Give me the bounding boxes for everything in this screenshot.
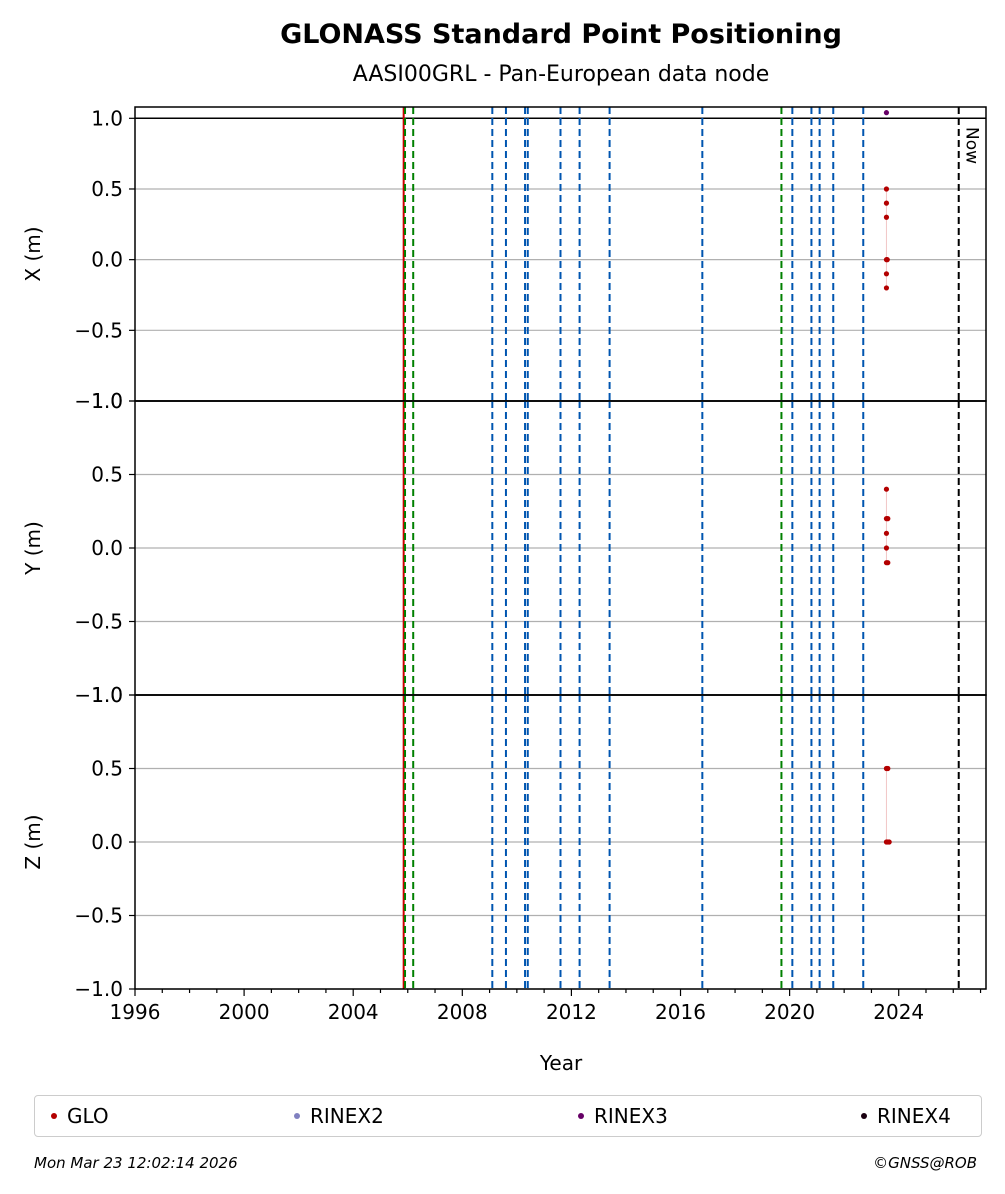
legend-marker-rinex4 (861, 1113, 867, 1119)
data-point-glo (883, 486, 890, 492)
data-point-glo (883, 200, 890, 206)
x-tick-label: 1996 (110, 1000, 161, 1024)
panel-3: 1.0 0.5 0.0 −0.5 −1.0 Z (m) (21, 683, 987, 1001)
data-point-glo (883, 214, 890, 220)
legend-item-rinex2: RINEX2 (294, 1096, 384, 1136)
legend-label-rinex3: RINEX3 (594, 1104, 668, 1128)
data-point-glo (883, 186, 890, 192)
y-tick-label: −1.0 (74, 683, 123, 707)
chart: GLONASS Standard Point Positioning AASI0… (21, 19, 987, 1075)
y-tick-label: 0.0 (91, 830, 123, 854)
x-tick-label: 2020 (764, 1000, 815, 1024)
x-tick-label: 2016 (655, 1000, 706, 1024)
data-point-glo (883, 285, 890, 291)
y-tick-label: −1.0 (74, 977, 123, 1001)
legend: GLO RINEX2 RINEX3 RINEX4 (34, 1095, 982, 1137)
chart-subtitle: AASI00GRL - Pan-European data node (353, 62, 770, 87)
legend-label-glo: GLO (67, 1104, 109, 1128)
y-tick-label: −0.5 (74, 610, 123, 634)
y-tick-label: 0.0 (91, 248, 123, 272)
footer-timestamp: Mon Mar 23 12:02:14 2026 (34, 1154, 238, 1172)
y-axis-label: Y (m) (21, 521, 45, 576)
y-tick-label: −0.5 (74, 318, 123, 342)
legend-label-rinex2: RINEX2 (310, 1104, 384, 1128)
x-tick-label: 2024 (873, 1000, 924, 1024)
data-point-rinex3 (883, 110, 890, 116)
y-tick-label: −0.5 (74, 904, 123, 928)
y-tick-label: −1.0 (74, 389, 123, 413)
data-point-glo (885, 516, 891, 522)
legend-item-glo: GLO (51, 1096, 109, 1136)
x-tick-label: 2000 (219, 1000, 270, 1024)
legend-item-rinex3: RINEX3 (578, 1096, 668, 1136)
data-point-glo (886, 839, 892, 845)
legend-marker-rinex3 (578, 1113, 584, 1119)
x-tick-label: 2012 (546, 1000, 597, 1024)
x-tick-label: 2008 (437, 1000, 488, 1024)
y-tick-label: 0.5 (91, 177, 123, 201)
y-axis-label: X (m) (21, 226, 45, 281)
legend-marker-rinex2 (294, 1113, 300, 1119)
data-point-glo (885, 560, 891, 566)
data-point-glo (885, 765, 891, 772)
y-tick-label: 0.0 (91, 536, 123, 560)
panel-frame (134, 694, 987, 990)
chart-title: GLONASS Standard Point Positioning (280, 19, 842, 50)
panel-2: 1.0 0.5 0.0 −0.5 −1.0 Y (m) (21, 389, 987, 707)
now-label: Now (962, 127, 982, 164)
legend-label-rinex4: RINEX4 (877, 1104, 951, 1128)
panel-1: 1.0 0.5 0.0 −0.5 −1.0 X (m) (21, 106, 987, 413)
legend-item-rinex4: RINEX4 (861, 1096, 951, 1136)
x-tick-label: 2004 (328, 1000, 379, 1024)
y-tick-label: 0.5 (91, 757, 123, 781)
data-point-glo (883, 545, 890, 551)
data-point-glo (883, 530, 890, 536)
y-tick-label: 1.0 (91, 106, 123, 130)
legend-marker-glo (51, 1113, 57, 1119)
x-axis-label: Year (539, 1051, 583, 1075)
plot-layer: 1.0 0.5 0.0 −0.5 −1.0 X (m) 1.0 0.5 0.0 −0.5 −1.0 Y… (21, 106, 987, 1024)
y-tick-label: 1.0 (91, 389, 123, 413)
y-tick-label: 1.0 (91, 683, 123, 707)
footer-copyright: ©GNSS@ROB (873, 1154, 977, 1172)
y-tick-label: 0.5 (91, 463, 123, 487)
data-point-glo (883, 271, 890, 277)
data-point-glo (884, 257, 890, 263)
y-axis-label: Z (m) (21, 814, 45, 869)
